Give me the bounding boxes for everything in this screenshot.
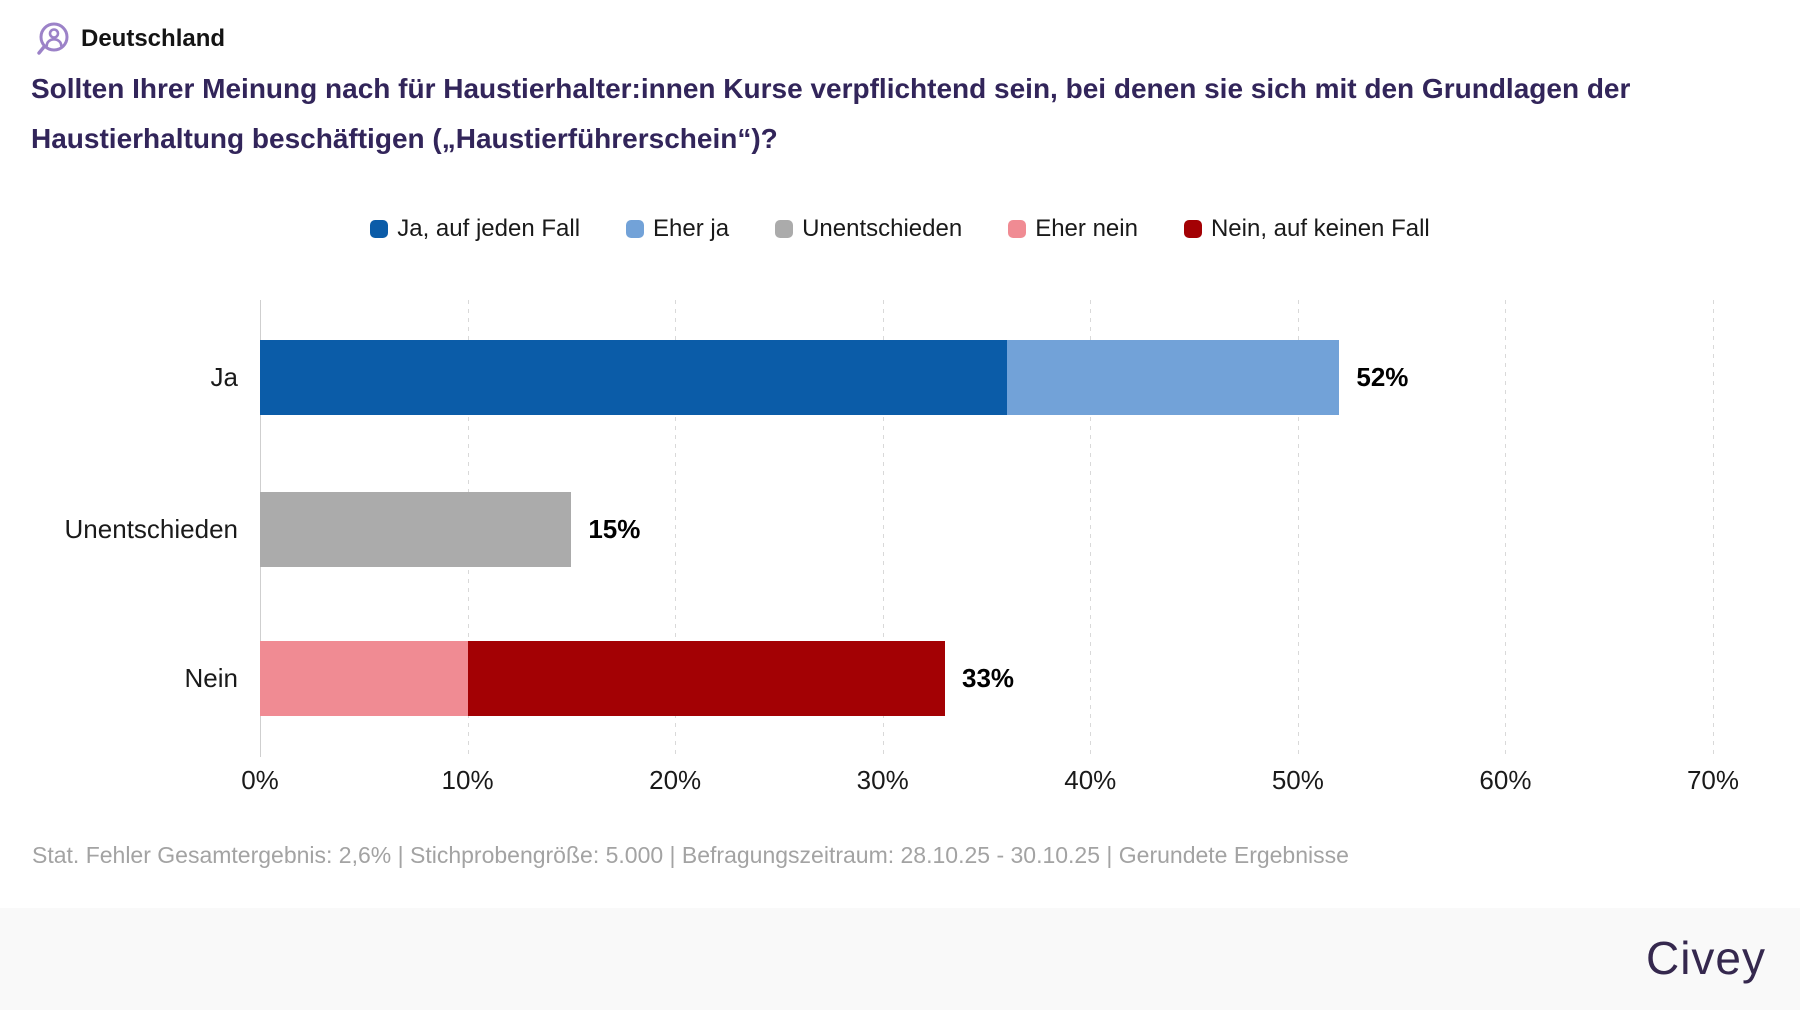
legend-item-unentschieden: Unentschieden: [775, 215, 962, 243]
legend-label: Unentschieden: [802, 215, 963, 242]
legend-item-nein-auf-keinen-fall: Nein, auf keinen Fall: [1183, 215, 1430, 243]
legend-item-eher-nein: Eher nein: [1008, 215, 1138, 243]
legend-item-eher-ja: Eher ja: [626, 215, 729, 243]
x-tick-label: 40%: [1064, 765, 1117, 795]
person-circle-icon: [37, 22, 69, 55]
chart-legend: Ja, auf jeden Fall Eher ja Unentschieden Eh…: [0, 215, 1800, 243]
legend-label: Ja, auf jeden Fall: [397, 215, 581, 242]
legend-label: Nein, auf keinen Fall: [1210, 215, 1430, 242]
gridline: [1505, 300, 1507, 757]
poll-question: Sollten Ihrer Meinung nach für Haustierh…: [31, 73, 1631, 154]
legend-swatch-icon: [626, 220, 645, 238]
x-tick-label: 60%: [1479, 765, 1532, 795]
legend-swatch-icon: [1183, 220, 1202, 238]
gridline: [1713, 300, 1714, 757]
x-tick-label: 30%: [856, 765, 909, 795]
total-value-label: 33%: [961, 663, 1015, 693]
region-row: Deutschland: [33, 20, 225, 58]
bar-segment-eher-nein: [260, 641, 468, 716]
total-value-label: 15%: [588, 514, 641, 544]
legend-swatch-icon: [775, 220, 794, 238]
x-tick-label: 70%: [1686, 765, 1740, 795]
gridline: [1297, 300, 1299, 757]
stacked-bar-chart: 0% 10% 20% 30% 40% 50% 60% 70% 52% 15% 33% Ja Unent…: [0, 300, 1800, 810]
bar-segment-nein-auf-keinen-fall: [467, 641, 945, 716]
gridline: [1090, 300, 1092, 757]
x-tick-label: 50%: [1271, 765, 1324, 795]
legend-label: Eher ja: [653, 215, 730, 242]
x-tick-label: 20%: [649, 765, 702, 795]
region-label: Deutschland: [81, 25, 226, 52]
x-tick-label: 10%: [441, 765, 494, 795]
legend-swatch-icon: [1008, 220, 1027, 238]
bar-segment-eher-ja: [1007, 340, 1340, 415]
brand-bar: Civey: [0, 908, 1800, 1010]
methodology-note: Stat. Fehler Gesamtergebnis: 2,6% | Stic…: [32, 842, 1349, 868]
legend-swatch-icon: [370, 220, 389, 238]
total-value-label: 52%: [1356, 362, 1409, 392]
x-tick-label: 0%: [241, 765, 279, 795]
category-label-nein: Nein: [184, 663, 238, 693]
gridline: [882, 300, 884, 757]
legend-item-ja-auf-jeden-fall: Ja, auf jeden Fall: [370, 215, 580, 243]
gridline: [675, 300, 677, 757]
bar-segment-unentschieden: [260, 492, 572, 567]
bar-segment-ja-auf-jeden-fall: [260, 340, 1008, 415]
category-label-ja: Ja: [210, 362, 238, 392]
civey-logo: Civey: [1645, 932, 1766, 984]
legend-label: Eher nein: [1035, 215, 1138, 242]
plot-area: 0% 10% 20% 30% 40% 50% 60% 70% 52% 15% 33%: [241, 300, 1739, 795]
category-label-unentschieden: Unentschieden: [64, 514, 238, 544]
